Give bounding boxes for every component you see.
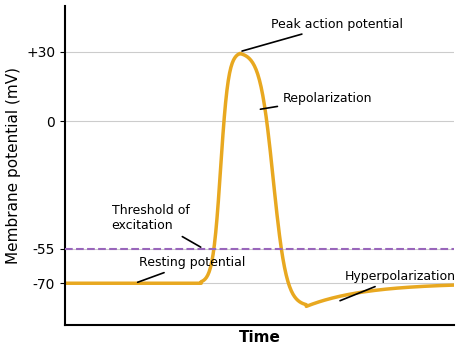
Y-axis label: Membrane potential (mV): Membrane potential (mV) [6, 67, 21, 264]
Text: Peak action potential: Peak action potential [242, 18, 403, 51]
Text: Resting potential: Resting potential [137, 256, 245, 282]
Text: Threshold of
excitation: Threshold of excitation [112, 204, 201, 247]
Text: Repolarization: Repolarization [260, 92, 372, 109]
Text: Hyperpolarization: Hyperpolarization [340, 270, 456, 301]
X-axis label: Time: Time [239, 330, 280, 345]
